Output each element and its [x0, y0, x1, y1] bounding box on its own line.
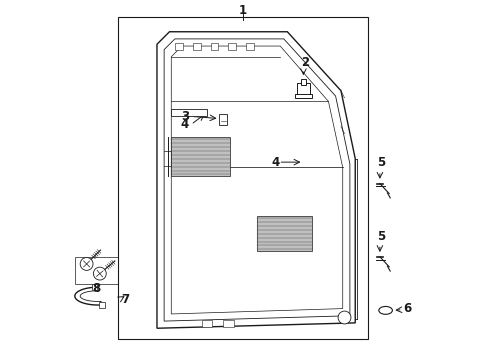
- Polygon shape: [171, 46, 342, 314]
- Bar: [228, 43, 236, 50]
- Text: 8: 8: [92, 282, 100, 295]
- Bar: [99, 302, 104, 308]
- Text: 5: 5: [376, 156, 384, 169]
- Polygon shape: [157, 32, 354, 328]
- Text: 4: 4: [271, 156, 279, 168]
- Bar: [296, 83, 309, 98]
- Bar: [192, 43, 200, 50]
- Text: 5: 5: [376, 230, 384, 243]
- Bar: [257, 216, 312, 251]
- Circle shape: [337, 311, 350, 324]
- Bar: [300, 79, 305, 85]
- Bar: [210, 43, 218, 50]
- Text: 3: 3: [181, 110, 189, 123]
- Bar: [91, 284, 97, 290]
- Text: 4: 4: [181, 118, 189, 131]
- Bar: [294, 94, 312, 98]
- Circle shape: [93, 267, 106, 280]
- Polygon shape: [164, 39, 349, 321]
- Text: 2: 2: [301, 55, 308, 69]
- Circle shape: [80, 257, 93, 270]
- Text: 6: 6: [403, 302, 411, 315]
- Bar: [75, 257, 118, 284]
- Bar: [171, 109, 206, 116]
- Bar: [201, 320, 212, 327]
- Bar: [171, 137, 230, 176]
- Bar: [118, 18, 367, 339]
- Text: 1: 1: [238, 4, 246, 17]
- Bar: [246, 43, 254, 50]
- Text: 7: 7: [121, 293, 129, 306]
- Bar: [175, 43, 183, 50]
- Bar: [223, 320, 233, 327]
- Ellipse shape: [378, 306, 391, 314]
- Bar: [219, 114, 227, 125]
